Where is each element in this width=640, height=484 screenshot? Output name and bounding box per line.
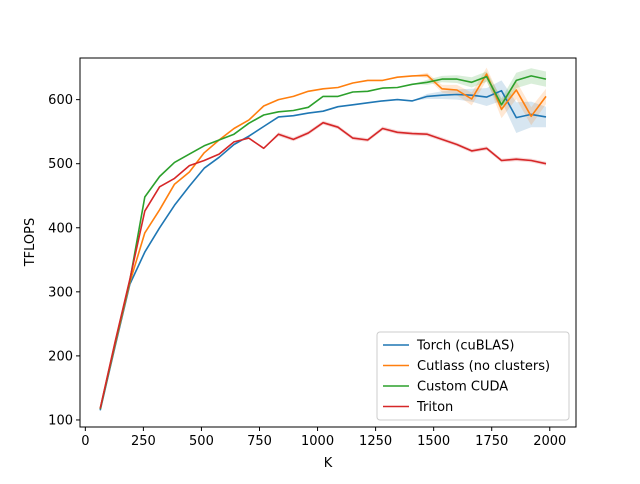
y-tick-label: 200: [48, 349, 73, 364]
x-tick-label: 250: [131, 434, 156, 449]
legend-label: Torch (cuBLAS): [416, 339, 514, 354]
x-tick-label: 1250: [359, 434, 392, 449]
line-series-3: [99, 121, 547, 409]
x-tick-label: 1000: [301, 434, 334, 449]
x-tick-label: 750: [247, 434, 272, 449]
legend-label: Triton: [416, 400, 453, 415]
legend: Torch (cuBLAS) Cutlass (no clusters) Custo…: [376, 331, 570, 421]
line-series-0: [99, 89, 547, 411]
y-tick-label: 100: [48, 413, 73, 428]
y-tick-label: 300: [48, 285, 73, 300]
plot-frame: [79, 57, 577, 428]
line-series-2: [99, 75, 547, 410]
series-lines: [99, 73, 547, 411]
y-tick-label: 400: [48, 221, 73, 236]
x-tick-label: 0: [81, 434, 89, 449]
x-tick-label: 500: [189, 434, 214, 449]
line-series-1: [99, 73, 547, 410]
x-tick-label: 1750: [475, 434, 508, 449]
band-series-2: [100, 68, 546, 410]
band-series-1: [100, 67, 546, 410]
axes: 0 250 500 750 1000 1250 1500 1750 2000 100 200 300 4…: [48, 57, 577, 449]
y-tick-label: 500: [48, 157, 73, 172]
y-tick-label: 600: [48, 93, 73, 108]
x-axis-label: K: [324, 456, 333, 471]
x-tick-label: 1500: [417, 434, 450, 449]
y-axis-label: TFLOPS: [23, 218, 38, 268]
confidence-bands: [100, 67, 546, 411]
legend-label: Cutlass (no clusters): [417, 359, 550, 374]
legend-box: [376, 331, 570, 421]
legend-label: Custom CUDA: [417, 380, 508, 395]
x-tick-label: 2000: [533, 434, 566, 449]
